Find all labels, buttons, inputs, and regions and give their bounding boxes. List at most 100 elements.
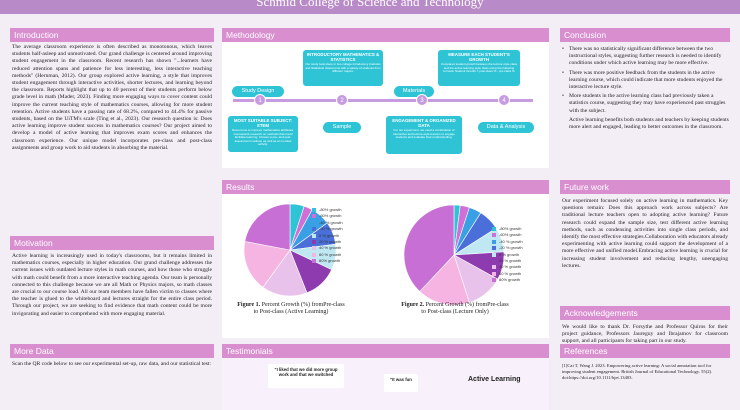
more-data-heading: More Data <box>10 344 214 358</box>
method-box-intro-math: INTRODUCTORY MATHEMATICS & STATISTICS Ou… <box>303 50 383 86</box>
legend-label: -60% growth <box>319 213 342 219</box>
motivation-heading: Motivation <box>10 236 214 250</box>
figure-1-label: Figure 1. <box>237 302 261 308</box>
legend-swatch <box>312 239 316 244</box>
introduction-heading: Introduction <box>10 28 214 42</box>
legend-item: 60 % growth <box>492 271 542 277</box>
legend-item: 40 % growth <box>492 264 542 270</box>
legend-label: -20 % growth <box>319 226 343 232</box>
references-heading: References <box>560 344 730 358</box>
legend-item: 40 % growth <box>312 245 360 251</box>
legend-swatch <box>492 278 496 283</box>
method-box-engagement: ENGAGEMENT & ORGANIZED DATA For our expe… <box>386 116 462 154</box>
legend-label: 20 % growth <box>319 239 342 245</box>
legend-swatch <box>312 214 316 219</box>
more-data-text: Scan the QR code below to see our experi… <box>12 361 211 367</box>
step-2-marker: 2 <box>336 94 348 106</box>
results-heading: Results <box>222 180 549 194</box>
legend-item: 80% growth <box>312 258 360 264</box>
figure-2-caption: Figure 2. Percent Growth (%) fromPre-cla… <box>400 302 510 316</box>
legend-item: -20 % growth <box>492 245 542 251</box>
legend-swatch <box>312 259 316 264</box>
label-data-analysis: Data & Analysis <box>478 122 534 133</box>
pie-slice-8 <box>419 254 470 306</box>
results-charts <box>243 203 505 306</box>
method-box-growth: MEASURE EACH STUDENT'S GROWTH Compared s… <box>438 50 520 86</box>
legend-item: 20 % growth <box>492 258 542 264</box>
legend-item: -60% growth <box>492 232 542 238</box>
conclusion-item: Active learning benefits both students a… <box>569 116 729 131</box>
method-box-title: MEASURE EACH STUDENT'S GROWTH <box>448 52 510 62</box>
conclusion-item: There was more positive feedback from th… <box>561 70 729 92</box>
legend-item: -80% growth <box>492 226 542 232</box>
future-work-text: Our experiment focused solely on active … <box>562 198 728 269</box>
title-banner: Schmid College of Science and Technology <box>0 0 740 14</box>
acknowledgements-text: We would like to thank Dr. Forsythe and … <box>562 324 728 345</box>
method-box-title: ENGAGEMENT & ORGANIZED DATA <box>392 118 456 128</box>
method-box-desc: Recent use to improve mathematics attrib… <box>232 128 294 147</box>
legend-swatch <box>312 246 316 251</box>
college-subtitle: Schmid College of Science and Technology <box>256 0 484 9</box>
timeline-line <box>233 99 533 102</box>
step-1-marker: 1 <box>254 94 266 106</box>
legend-active-learning: -80% growth -60% growth -40 % growth -20 % … <box>312 207 360 265</box>
references-text: [1]Cai T, Wang J. 2023. Empowering activ… <box>562 363 713 380</box>
legend-label: -80% growth <box>499 226 522 231</box>
pie-chart-lecture-only <box>403 204 505 306</box>
pie-slice-7 <box>262 249 308 297</box>
legend-label: 40 % growth <box>499 264 522 270</box>
pie-slice-8 <box>243 241 291 288</box>
legend-swatch <box>312 233 316 238</box>
legend-swatch <box>492 246 496 251</box>
pie-slice-9 <box>403 204 455 292</box>
testimonial-quote-2: "It was fun <box>384 374 418 392</box>
legend-item: -80% growth <box>312 207 360 213</box>
legend-lecture-only: -80% growth -60% growth -40 % growth -20 % … <box>492 226 542 284</box>
conclusion-item: There was no statistically significant d… <box>561 46 729 68</box>
legend-swatch <box>492 252 496 257</box>
legend-swatch <box>492 271 496 276</box>
legend-item: -20 % growth <box>312 226 360 232</box>
conclusion-heading: Conclusion <box>560 28 730 42</box>
legend-label: 60 % growth <box>499 270 522 276</box>
legend-item: 0 % growth <box>492 252 542 258</box>
legend-label: 40 % growth <box>319 245 342 251</box>
legend-label: 80% growth <box>499 277 521 283</box>
legend-item: -60% growth <box>312 213 360 219</box>
pie-chart-active-learning <box>243 203 337 297</box>
methodology-heading: Methodology <box>222 28 549 42</box>
legend-label: 20 % growth <box>499 258 522 264</box>
label-materials: Materials <box>394 86 434 97</box>
legend-swatch <box>312 207 316 212</box>
label-sample: Sample <box>323 122 361 133</box>
legend-label: 80% growth <box>319 258 341 264</box>
method-box-title: MOST SUITABLE SUBJECT: STEM <box>233 118 293 128</box>
legend-label: 0 % growth <box>499 251 520 257</box>
motivation-text: Active learning is increasingly used in … <box>12 253 212 317</box>
conclusion-list: There was no statistically significant d… <box>561 46 729 133</box>
legend-item: -40 % growth <box>492 239 542 245</box>
legend-item: -40 % growth <box>312 220 360 226</box>
legend-label: -20 % growth <box>499 245 523 251</box>
legend-label: -40 % growth <box>319 219 343 225</box>
legend-swatch <box>492 239 496 244</box>
legend-swatch <box>492 258 496 263</box>
legend-label: -60% growth <box>499 232 522 238</box>
legend-label: 60 % growth <box>319 251 342 257</box>
pie-slice-9 <box>244 203 291 251</box>
method-box-stem: MOST SUITABLE SUBJECT: STEM Recent use t… <box>228 116 298 152</box>
legend-item: 20 % growth <box>312 239 360 245</box>
legend-item: 0 % growth <box>312 233 360 239</box>
method-box-desc: For our experiment, we used a combinatio… <box>393 128 455 140</box>
legend-swatch <box>312 252 316 257</box>
future-work-heading: Future work <box>560 180 730 194</box>
acknowledgements-heading: Acknowledgements <box>560 306 730 320</box>
figure-1-caption: Figure 1. Percent Growth (%) fromPre-cla… <box>236 302 346 316</box>
legend-swatch <box>492 233 496 238</box>
legend-swatch <box>312 220 316 225</box>
label-study-design: Study Design <box>232 86 284 97</box>
legend-item: 80% growth <box>492 277 542 283</box>
step-3-marker: 3 <box>416 94 428 106</box>
legend-item: 60 % growth <box>312 252 360 258</box>
testimonials-heading: Testimonials <box>222 344 549 358</box>
